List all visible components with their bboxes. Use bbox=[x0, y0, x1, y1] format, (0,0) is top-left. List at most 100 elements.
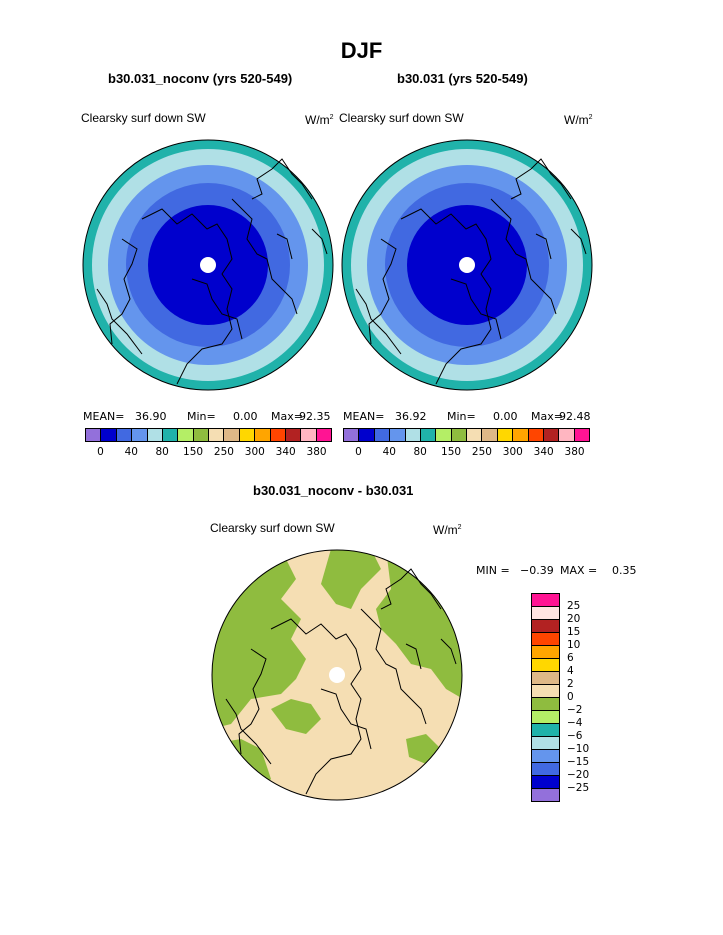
colorbar-swatch bbox=[344, 429, 360, 441]
colorbar-swatch bbox=[147, 429, 163, 441]
panel2-title: b30.031 (yrs 520-549) bbox=[397, 71, 528, 86]
panel1-title: b30.031_noconv (yrs 520-549) bbox=[108, 71, 293, 86]
colorbar-swatch bbox=[528, 429, 544, 441]
diff-colorbar-labels: 25 20 15 10 6 4 2 0 −2 −4 −6 −10 −15 −20 −25 bbox=[567, 600, 607, 800]
colorbar-swatch bbox=[451, 429, 467, 441]
colorbar-swatch bbox=[162, 429, 179, 441]
colorbar-swatch bbox=[301, 429, 317, 441]
panel2-variable: Clearsky surf down SW bbox=[339, 111, 464, 125]
colorbar-swatch bbox=[482, 429, 498, 441]
colorbar-tick-label: −10 bbox=[567, 743, 590, 755]
colorbar-swatch bbox=[513, 429, 529, 441]
colorbar-tick-label: −2 bbox=[567, 704, 583, 716]
colorbar-swatch bbox=[178, 429, 194, 441]
colorbar-swatch bbox=[316, 429, 331, 441]
colorbar-swatch bbox=[497, 429, 514, 441]
panel2-stats: MEAN= 36.92 Min= 0.00 Max= 92.48 bbox=[343, 410, 591, 423]
colorbar-swatch bbox=[420, 429, 437, 441]
colorbar-tick-label: 15 bbox=[567, 626, 581, 638]
colorbar-swatch bbox=[467, 429, 483, 441]
colorbar-swatch bbox=[436, 429, 452, 441]
colorbar-swatch bbox=[532, 776, 559, 789]
colorbar-tick-label: 300 bbox=[244, 446, 265, 458]
colorbar-tick-label: −15 bbox=[567, 756, 590, 768]
colorbar-swatch bbox=[209, 429, 225, 441]
colorbar-swatch bbox=[532, 672, 559, 685]
colorbar-tick-label: 150 bbox=[183, 446, 204, 458]
colorbar-tick-label: 20 bbox=[567, 613, 581, 625]
colorbar-swatch bbox=[532, 620, 559, 633]
panel1-stats: MEAN= 36.90 Min= 0.00 Max= 92.35 bbox=[83, 410, 331, 423]
colorbar-swatch bbox=[359, 429, 375, 441]
colorbar-swatch bbox=[532, 646, 559, 659]
colorbar-swatch bbox=[390, 429, 406, 441]
colorbar-swatch bbox=[532, 607, 559, 620]
diff-colorbar bbox=[531, 593, 560, 802]
colorbar-tick-label: 25 bbox=[567, 600, 581, 612]
colorbar-swatch bbox=[532, 750, 559, 763]
colorbar-swatch bbox=[224, 429, 240, 441]
colorbar-tick-label: 250 bbox=[213, 446, 234, 458]
colorbar-swatch bbox=[193, 429, 209, 441]
colorbar-tick-label: 4 bbox=[567, 665, 574, 677]
panel1-polar-map bbox=[82, 139, 334, 391]
colorbar-swatch bbox=[285, 429, 302, 441]
coastline-outlines bbox=[225, 568, 457, 795]
diff-title: b30.031_noconv - b30.031 bbox=[253, 483, 414, 498]
colorbar-tick-label: 380 bbox=[564, 446, 585, 458]
colorbar-tick-label: 0 bbox=[97, 446, 104, 458]
colorbar-tick-label: 2 bbox=[567, 678, 574, 690]
colorbar-swatch bbox=[574, 429, 589, 441]
colorbar-swatch bbox=[532, 789, 559, 801]
main-title: DJF bbox=[340, 38, 383, 63]
colorbar-tick-label: 6 bbox=[567, 652, 574, 664]
colorbar-tick-label: 0 bbox=[567, 691, 574, 703]
diff-units: W/m2 bbox=[433, 523, 462, 537]
colorbar-swatch bbox=[86, 429, 102, 441]
colorbar-swatch bbox=[101, 429, 117, 441]
colorbar-swatch bbox=[532, 633, 559, 646]
colorbar-swatch bbox=[532, 659, 559, 672]
colorbar-swatch bbox=[374, 429, 391, 441]
colorbar-tick-label: −25 bbox=[567, 782, 590, 794]
colorbar-tick-label: 380 bbox=[306, 446, 327, 458]
diff-variable: Clearsky surf down SW bbox=[210, 521, 335, 535]
colorbar-tick-label: 340 bbox=[533, 446, 554, 458]
coastline-outlines bbox=[355, 158, 587, 385]
colorbar-tick-label: −6 bbox=[567, 730, 583, 742]
colorbar-swatch bbox=[405, 429, 421, 441]
colorbar-tick-label: 300 bbox=[502, 446, 523, 458]
colorbar-tick-label: −4 bbox=[567, 717, 583, 729]
diff-polar-map bbox=[211, 549, 463, 801]
diff-stats: MIN = −0.39 MAX = 0.35 bbox=[476, 564, 637, 577]
colorbar-swatch bbox=[255, 429, 271, 441]
colorbar-swatch bbox=[532, 594, 559, 607]
colorbar-tick-label: 40 bbox=[382, 446, 396, 458]
colorbar-tick-label: −20 bbox=[567, 769, 590, 781]
colorbar-swatch bbox=[270, 429, 286, 441]
colorbar-tick-label: 0 bbox=[355, 446, 362, 458]
colorbar-tick-label: 80 bbox=[413, 446, 427, 458]
colorbar-tick-label: 340 bbox=[275, 446, 296, 458]
colorbar-swatch bbox=[532, 724, 559, 737]
panel1-variable: Clearsky surf down SW bbox=[81, 111, 206, 125]
panel1-colorbar-labels: 0 40 80 150 250 300 340 380 bbox=[85, 446, 332, 460]
colorbar-swatch bbox=[532, 737, 559, 750]
colorbar-tick-label: 250 bbox=[471, 446, 492, 458]
colorbar-swatch bbox=[239, 429, 256, 441]
colorbar-swatch bbox=[132, 429, 148, 441]
colorbar-swatch bbox=[543, 429, 560, 441]
colorbar-swatch bbox=[532, 698, 559, 711]
panel1-colorbar bbox=[85, 428, 332, 442]
colorbar-tick-label: 80 bbox=[155, 446, 169, 458]
colorbar-swatch bbox=[532, 711, 559, 724]
panel2-units: W/m2 bbox=[564, 113, 593, 127]
colorbar-swatch bbox=[532, 763, 559, 776]
colorbar-swatch bbox=[116, 429, 133, 441]
colorbar-tick-label: 150 bbox=[441, 446, 462, 458]
panel2-colorbar-labels: 0 40 80 150 250 300 340 380 bbox=[343, 446, 590, 460]
panel1-units: W/m2 bbox=[305, 113, 334, 127]
colorbar-tick-label: 40 bbox=[124, 446, 138, 458]
colorbar-swatch bbox=[532, 685, 559, 698]
coastline-outlines bbox=[96, 158, 328, 385]
